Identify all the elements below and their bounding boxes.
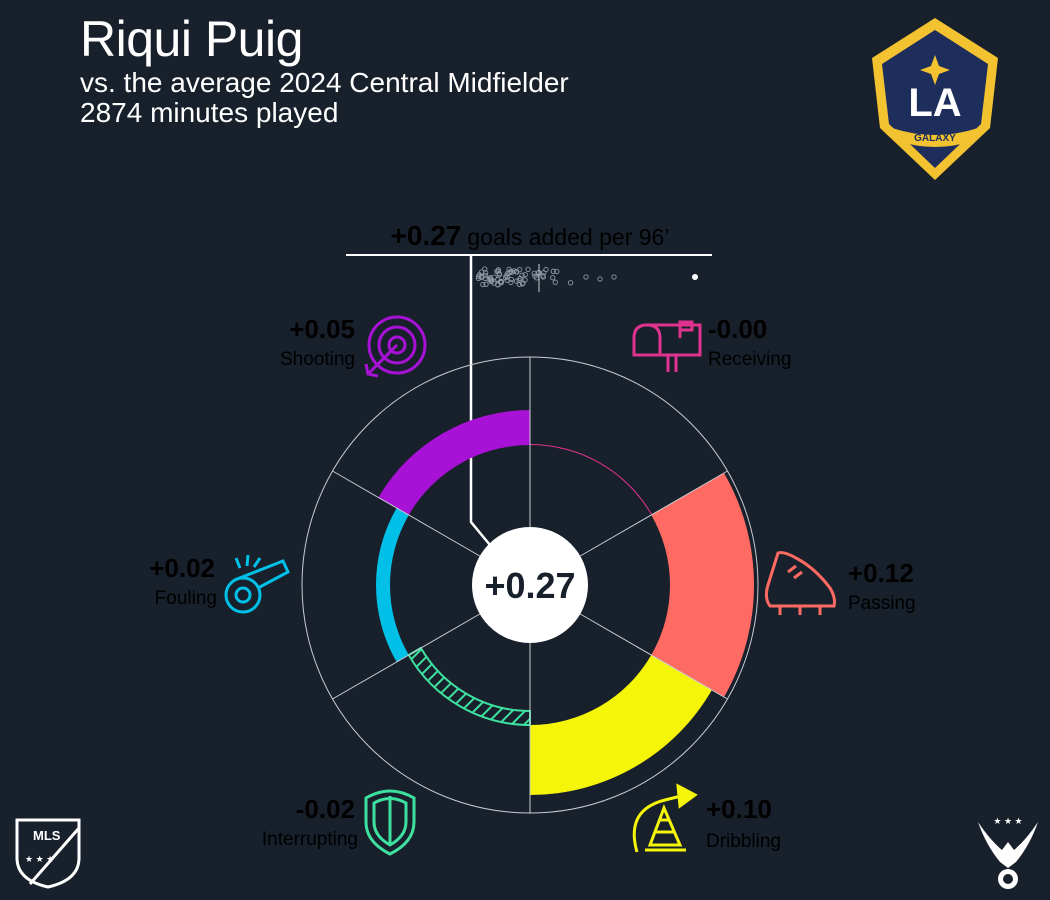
swarm-dot — [550, 268, 556, 274]
swarm-dot — [509, 269, 515, 275]
center-total: +0.27 — [484, 565, 575, 606]
bar-interrupting — [407, 646, 531, 727]
swarm-dot — [495, 276, 501, 283]
receiving-value: -0.00 — [708, 314, 767, 344]
swarm-dot — [516, 281, 522, 287]
swarm-dot — [483, 281, 489, 287]
swarm-dot — [503, 272, 509, 279]
bar-dribbling — [530, 655, 712, 795]
swarm-dot — [480, 281, 486, 288]
cleat-icon — [764, 551, 836, 615]
swarm-dot — [567, 280, 574, 286]
team-logo-subtext: GALAXY — [914, 133, 956, 144]
swarm-dot — [531, 270, 537, 276]
swarm-dot — [496, 272, 503, 278]
swarm-dot — [597, 276, 603, 282]
passing-value: +0.12 — [848, 558, 914, 588]
comparison-subtitle: vs. the average 2024 Central Midfielder — [80, 67, 569, 98]
swarm-dot — [482, 272, 489, 279]
swarm-dot — [508, 279, 514, 286]
interrupting-label: Interrupting — [262, 829, 358, 850]
swarm-dot — [554, 268, 560, 275]
shooting-value: +0.05 — [289, 314, 355, 344]
mls-logo: MLS ★ ★ ★ — [15, 818, 81, 889]
dribbling-value: +0.10 — [706, 794, 772, 824]
swarm-dot — [516, 277, 522, 284]
swarm-dot — [506, 266, 512, 272]
player-name: Riqui Puig — [80, 11, 303, 67]
leader-line — [469, 255, 491, 546]
minutes-played: 2874 minutes played — [80, 97, 339, 128]
whistle-icon — [224, 554, 290, 614]
total-title: +0.27 goals added per 96’ — [391, 220, 670, 251]
receiving-label: Receiving — [708, 349, 791, 370]
fouling-value: +0.02 — [149, 553, 215, 583]
mailbox-icon — [632, 320, 702, 372]
spoke-5 — [332, 470, 481, 557]
swarm-dot — [519, 272, 525, 278]
fouling-label: Fouling — [155, 588, 217, 609]
svg-text:★ ★ ★: ★ ★ ★ — [993, 816, 1022, 826]
swarm-dot — [514, 278, 520, 284]
eagle-icon: ★ ★ ★ — [978, 816, 1038, 889]
swarm-dot — [504, 277, 510, 283]
swarm-dot — [486, 276, 492, 283]
spoke-4 — [332, 613, 481, 700]
svg-text:★ ★ ★: ★ ★ ★ — [25, 854, 54, 864]
swarm-dot — [476, 273, 482, 279]
swarm-dot — [516, 266, 523, 273]
radial-bars — [375, 410, 754, 795]
target-icon — [364, 315, 427, 378]
spoke-1 — [579, 470, 728, 557]
swarm-dot — [478, 273, 484, 280]
spoke-2 — [579, 613, 728, 700]
cone-icon — [632, 783, 698, 853]
passing-label: Passing — [848, 593, 916, 614]
swarm-dot — [502, 274, 509, 281]
center-circle — [472, 527, 588, 643]
radial-spokes — [332, 357, 728, 813]
swarm-dot — [583, 274, 589, 280]
shield-icon — [364, 789, 416, 856]
swarm-dot — [520, 280, 526, 286]
swarm-dot — [611, 274, 617, 280]
bar-shooting — [378, 410, 530, 515]
swarm-dot — [540, 274, 546, 280]
swarm-dot — [482, 266, 488, 272]
header: Riqui Puig vs. the average 2024 Central … — [80, 10, 569, 128]
swarm-dot — [552, 279, 558, 285]
team-logo: LA GALAXY — [872, 18, 998, 180]
swarm-dot — [522, 271, 528, 278]
bar-receiving — [530, 444, 653, 515]
swarm-dot — [543, 266, 549, 273]
bar-fouling — [375, 508, 409, 662]
swarm-dot — [525, 266, 531, 273]
mls-logo-text: MLS — [33, 828, 61, 843]
bar-passing — [651, 473, 754, 697]
shooting-label: Shooting — [280, 349, 355, 370]
distribution-swarm — [475, 264, 698, 292]
player-dot — [692, 274, 698, 280]
interrupting-value: -0.02 — [296, 794, 355, 824]
swarm-dot — [550, 275, 556, 281]
team-logo-text: LA — [908, 81, 961, 125]
swarm-dot — [494, 281, 501, 288]
dribbling-label: Dribbling — [706, 831, 781, 852]
